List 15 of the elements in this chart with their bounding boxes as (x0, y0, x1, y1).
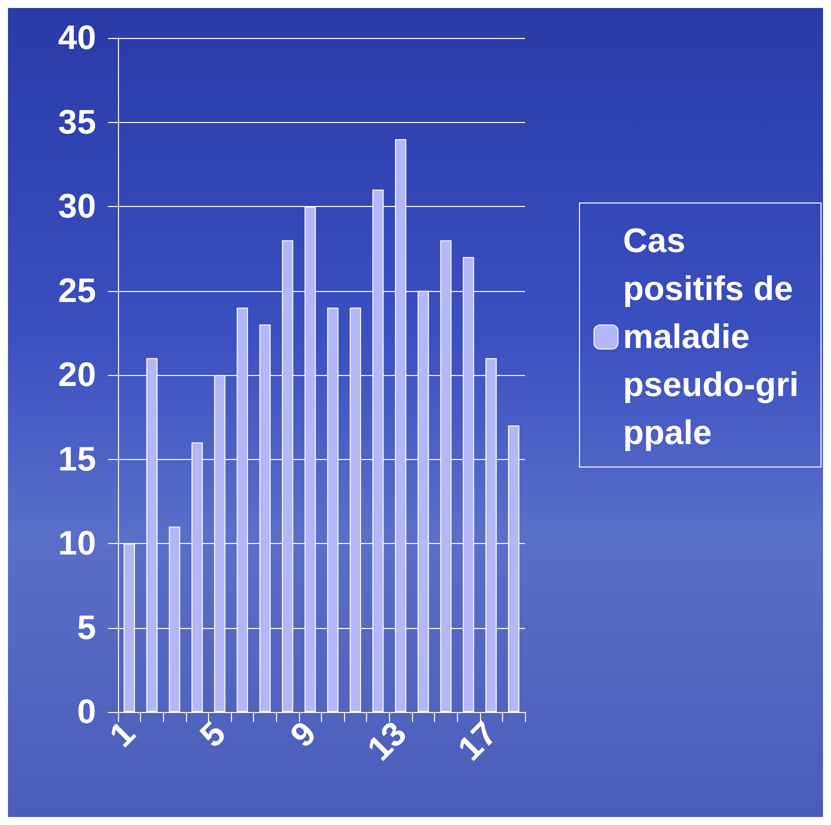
x-tick-label: 1 (102, 714, 143, 755)
y-tick-label: 30 (58, 188, 96, 226)
y-tick-label: 20 (58, 356, 96, 394)
y-tick-label: 0 (77, 693, 96, 731)
y-tick-label: 40 (58, 19, 96, 57)
x-tick-label: 9 (283, 714, 324, 755)
y-tick-label: 5 (77, 608, 96, 647)
y-tick-label: 10 (58, 524, 96, 562)
y-tick-label: 15 (58, 440, 96, 478)
x-tick-label: 13 (360, 714, 414, 768)
x-tick-label: 17 (450, 714, 505, 768)
y-tick-label: 35 (58, 103, 96, 142)
y-tick-label: 25 (58, 272, 96, 310)
x-tick-label: 5 (192, 714, 234, 755)
legend-label: Cas positifs de maladie pseudo-grippale (623, 222, 802, 452)
